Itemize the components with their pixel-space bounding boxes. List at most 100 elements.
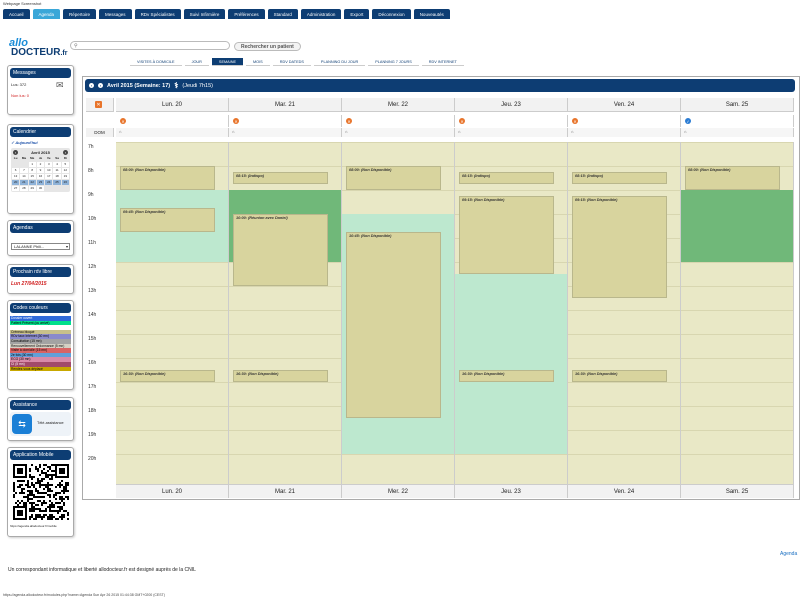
appointment[interactable]: 08:00: (Non Disponible) xyxy=(120,166,215,190)
nav-tab-2[interactable]: Répertoire xyxy=(63,9,97,19)
calendar-day[interactable]: 9 xyxy=(36,168,45,173)
subtab-1[interactable]: JOUR xyxy=(184,58,209,66)
calendar-day[interactable]: 27 xyxy=(12,186,20,191)
agenda-link[interactable]: Agenda xyxy=(780,551,798,557)
day-header[interactable]: Mar. 21 xyxy=(229,98,342,112)
day-header[interactable]: Jeu. 23 xyxy=(455,98,568,112)
calendar-day[interactable]: 5 xyxy=(61,162,69,167)
appointment[interactable]: 16:30: (Non Disponible) xyxy=(120,370,215,382)
appointment[interactable]: 08:15: (Indispo) xyxy=(572,172,667,184)
day-header[interactable]: Sam. 25 xyxy=(681,98,794,112)
block-icon[interactable]: ✕ xyxy=(346,118,352,124)
calendar-day[interactable]: 1 xyxy=(28,162,36,167)
day-column[interactable]: 08:15: (Indispo) 10:00: (Réunion avec Dan… xyxy=(229,142,342,484)
calendar-day[interactable]: 3 xyxy=(45,162,53,167)
dom-cell[interactable]: ⌂ xyxy=(116,128,229,137)
logo[interactable]: allo DOCTEUR.fr xyxy=(9,38,69,58)
prev-week-icon[interactable]: ‹ xyxy=(89,83,94,88)
calendar-day[interactable]: 2 xyxy=(36,162,45,167)
search-patient-button[interactable]: Rechercher un patient xyxy=(234,42,301,51)
close-icon[interactable]: ✕ xyxy=(95,101,102,108)
calendar-day[interactable]: 7 xyxy=(20,168,28,173)
messages-unread[interactable]: Non lus: 0 xyxy=(11,93,30,98)
next-week-icon[interactable]: › xyxy=(98,83,103,88)
calendar-day[interactable]: 15 xyxy=(28,174,36,179)
calendar-day[interactable]: 21 xyxy=(20,180,28,185)
nav-tab-8[interactable]: Administration xyxy=(300,9,342,19)
search-input[interactable]: ⚲ xyxy=(70,41,230,50)
calendar-day[interactable]: 12 xyxy=(61,168,69,173)
appointment[interactable]: 10:00: (Réunion avec Daniel) xyxy=(233,214,328,286)
calendar-day[interactable]: 11 xyxy=(53,168,61,173)
calendar-day[interactable]: 6 xyxy=(12,168,20,173)
calendar-day[interactable]: 4 xyxy=(53,162,61,167)
subtab-7[interactable]: RDV INTERNET xyxy=(421,58,464,66)
calendar-day[interactable]: 30 xyxy=(36,186,45,191)
day-column[interactable]: 08:15: (Indispo) 09:15: (Non Disponible) 1… xyxy=(568,142,681,484)
appointment[interactable]: 09:15: (Non Disponible) xyxy=(572,196,667,298)
appointment[interactable]: 16:30: (Non Disponible) xyxy=(459,370,554,382)
calendar-day[interactable]: 28 xyxy=(20,186,28,191)
day-footer[interactable]: Sam. 25 xyxy=(681,484,794,498)
prev-month-icon[interactable]: ‹ xyxy=(13,150,18,155)
teleassistance-button[interactable]: ⇆ Télé-assistance xyxy=(10,412,71,436)
subtab-0[interactable]: VISITES À DOMICILE xyxy=(130,58,182,66)
day-footer[interactable]: Ven. 24 xyxy=(568,484,681,498)
day-header[interactable]: Lun. 20 xyxy=(116,98,229,112)
appointment[interactable]: 09:15: (Non Disponible) xyxy=(459,196,554,274)
appointment[interactable]: 08:15: (Indispo) xyxy=(233,172,328,184)
calendar-day[interactable]: 8 xyxy=(28,168,36,173)
calendar-day[interactable]: 22 xyxy=(28,180,36,185)
today-link[interactable]: ✓ Aujourd'hui xyxy=(11,140,38,145)
day-footer[interactable]: Mar. 21 xyxy=(229,484,342,498)
appointment[interactable]: 10:45: (Non Disponible) xyxy=(346,232,441,418)
day-column[interactable]: 08:00: (Non Disponible) 09:45: (Non Dispo… xyxy=(116,142,229,484)
calendar-day[interactable]: 13 xyxy=(12,174,20,179)
nav-tab-7[interactable]: Standard xyxy=(267,9,298,19)
nav-tab-9[interactable]: Export xyxy=(344,9,370,19)
day-footer[interactable]: Mer. 22 xyxy=(342,484,455,498)
messages-read[interactable]: Lus: 372 xyxy=(11,82,27,87)
dom-cell[interactable]: ⌂ xyxy=(455,128,568,137)
nav-tab-10[interactable]: Déconnexion xyxy=(372,9,411,19)
nav-tab-5[interactable]: Suivi Infirmière xyxy=(183,9,226,19)
day-column[interactable]: 08:15: (Indispo) 09:15: (Non Disponible) 1… xyxy=(455,142,568,484)
nav-tab-3[interactable]: Messages xyxy=(99,9,132,19)
calendar-day[interactable]: 25 xyxy=(53,180,61,185)
block-icon[interactable]: ✕ xyxy=(572,118,578,124)
appointment[interactable]: 08:15: (Indispo) xyxy=(459,172,554,184)
nav-tab-6[interactable]: Préférences xyxy=(228,9,265,19)
dom-cell[interactable]: ⌂ xyxy=(342,128,455,137)
calendar-day[interactable]: 18 xyxy=(53,174,61,179)
block-icon[interactable]: ✕ xyxy=(233,118,239,124)
nav-tab-0[interactable]: Accueil xyxy=(3,9,30,19)
appointment[interactable]: 16:30: (Non Disponible) xyxy=(233,370,328,382)
next-rdv-value[interactable]: Lun 27/04/2015 xyxy=(11,281,47,287)
day-header[interactable]: Mer. 22 xyxy=(342,98,455,112)
calendar-day[interactable]: 26 xyxy=(61,180,69,185)
dom-cell[interactable]: ⌂ xyxy=(229,128,342,137)
available-slot[interactable] xyxy=(681,190,793,262)
calendar-day[interactable]: 29 xyxy=(28,186,36,191)
subtab-2[interactable]: SEMAINE xyxy=(211,58,243,66)
block-icon[interactable]: ✕ xyxy=(120,118,126,124)
calendar-day[interactable]: 17 xyxy=(45,174,53,179)
day-footer[interactable]: Jeu. 23 xyxy=(455,484,568,498)
appointment[interactable]: 08:00: (Non Disponible) xyxy=(346,166,441,190)
day-column[interactable]: 08:00: (Non Disponible) 10:45: (Non Dispo… xyxy=(342,142,455,484)
appointment[interactable]: 09:45: (Non Disponible) xyxy=(120,208,215,232)
calendar-day[interactable]: 24 xyxy=(45,180,53,185)
nav-tab-1[interactable]: Agenda xyxy=(32,9,61,19)
day-header[interactable]: Ven. 24 xyxy=(568,98,681,112)
calendar-day[interactable]: 19 xyxy=(61,174,69,179)
calendar-day[interactable]: 23 xyxy=(36,180,45,185)
available-slot[interactable] xyxy=(455,274,567,454)
dom-cell[interactable]: ⌂ xyxy=(568,128,681,137)
subtab-3[interactable]: MOIS xyxy=(246,58,270,66)
calendar-day[interactable]: 20 xyxy=(12,180,20,185)
block-icon[interactable]: ✕ xyxy=(459,118,465,124)
appointment[interactable]: 16:30: (Non Disponible) xyxy=(572,370,667,382)
dom-cell[interactable]: ⌂ xyxy=(681,128,794,137)
appointment[interactable]: 08:00: (Non Disponible) xyxy=(685,166,780,190)
calendar-day[interactable]: 14 xyxy=(20,174,28,179)
